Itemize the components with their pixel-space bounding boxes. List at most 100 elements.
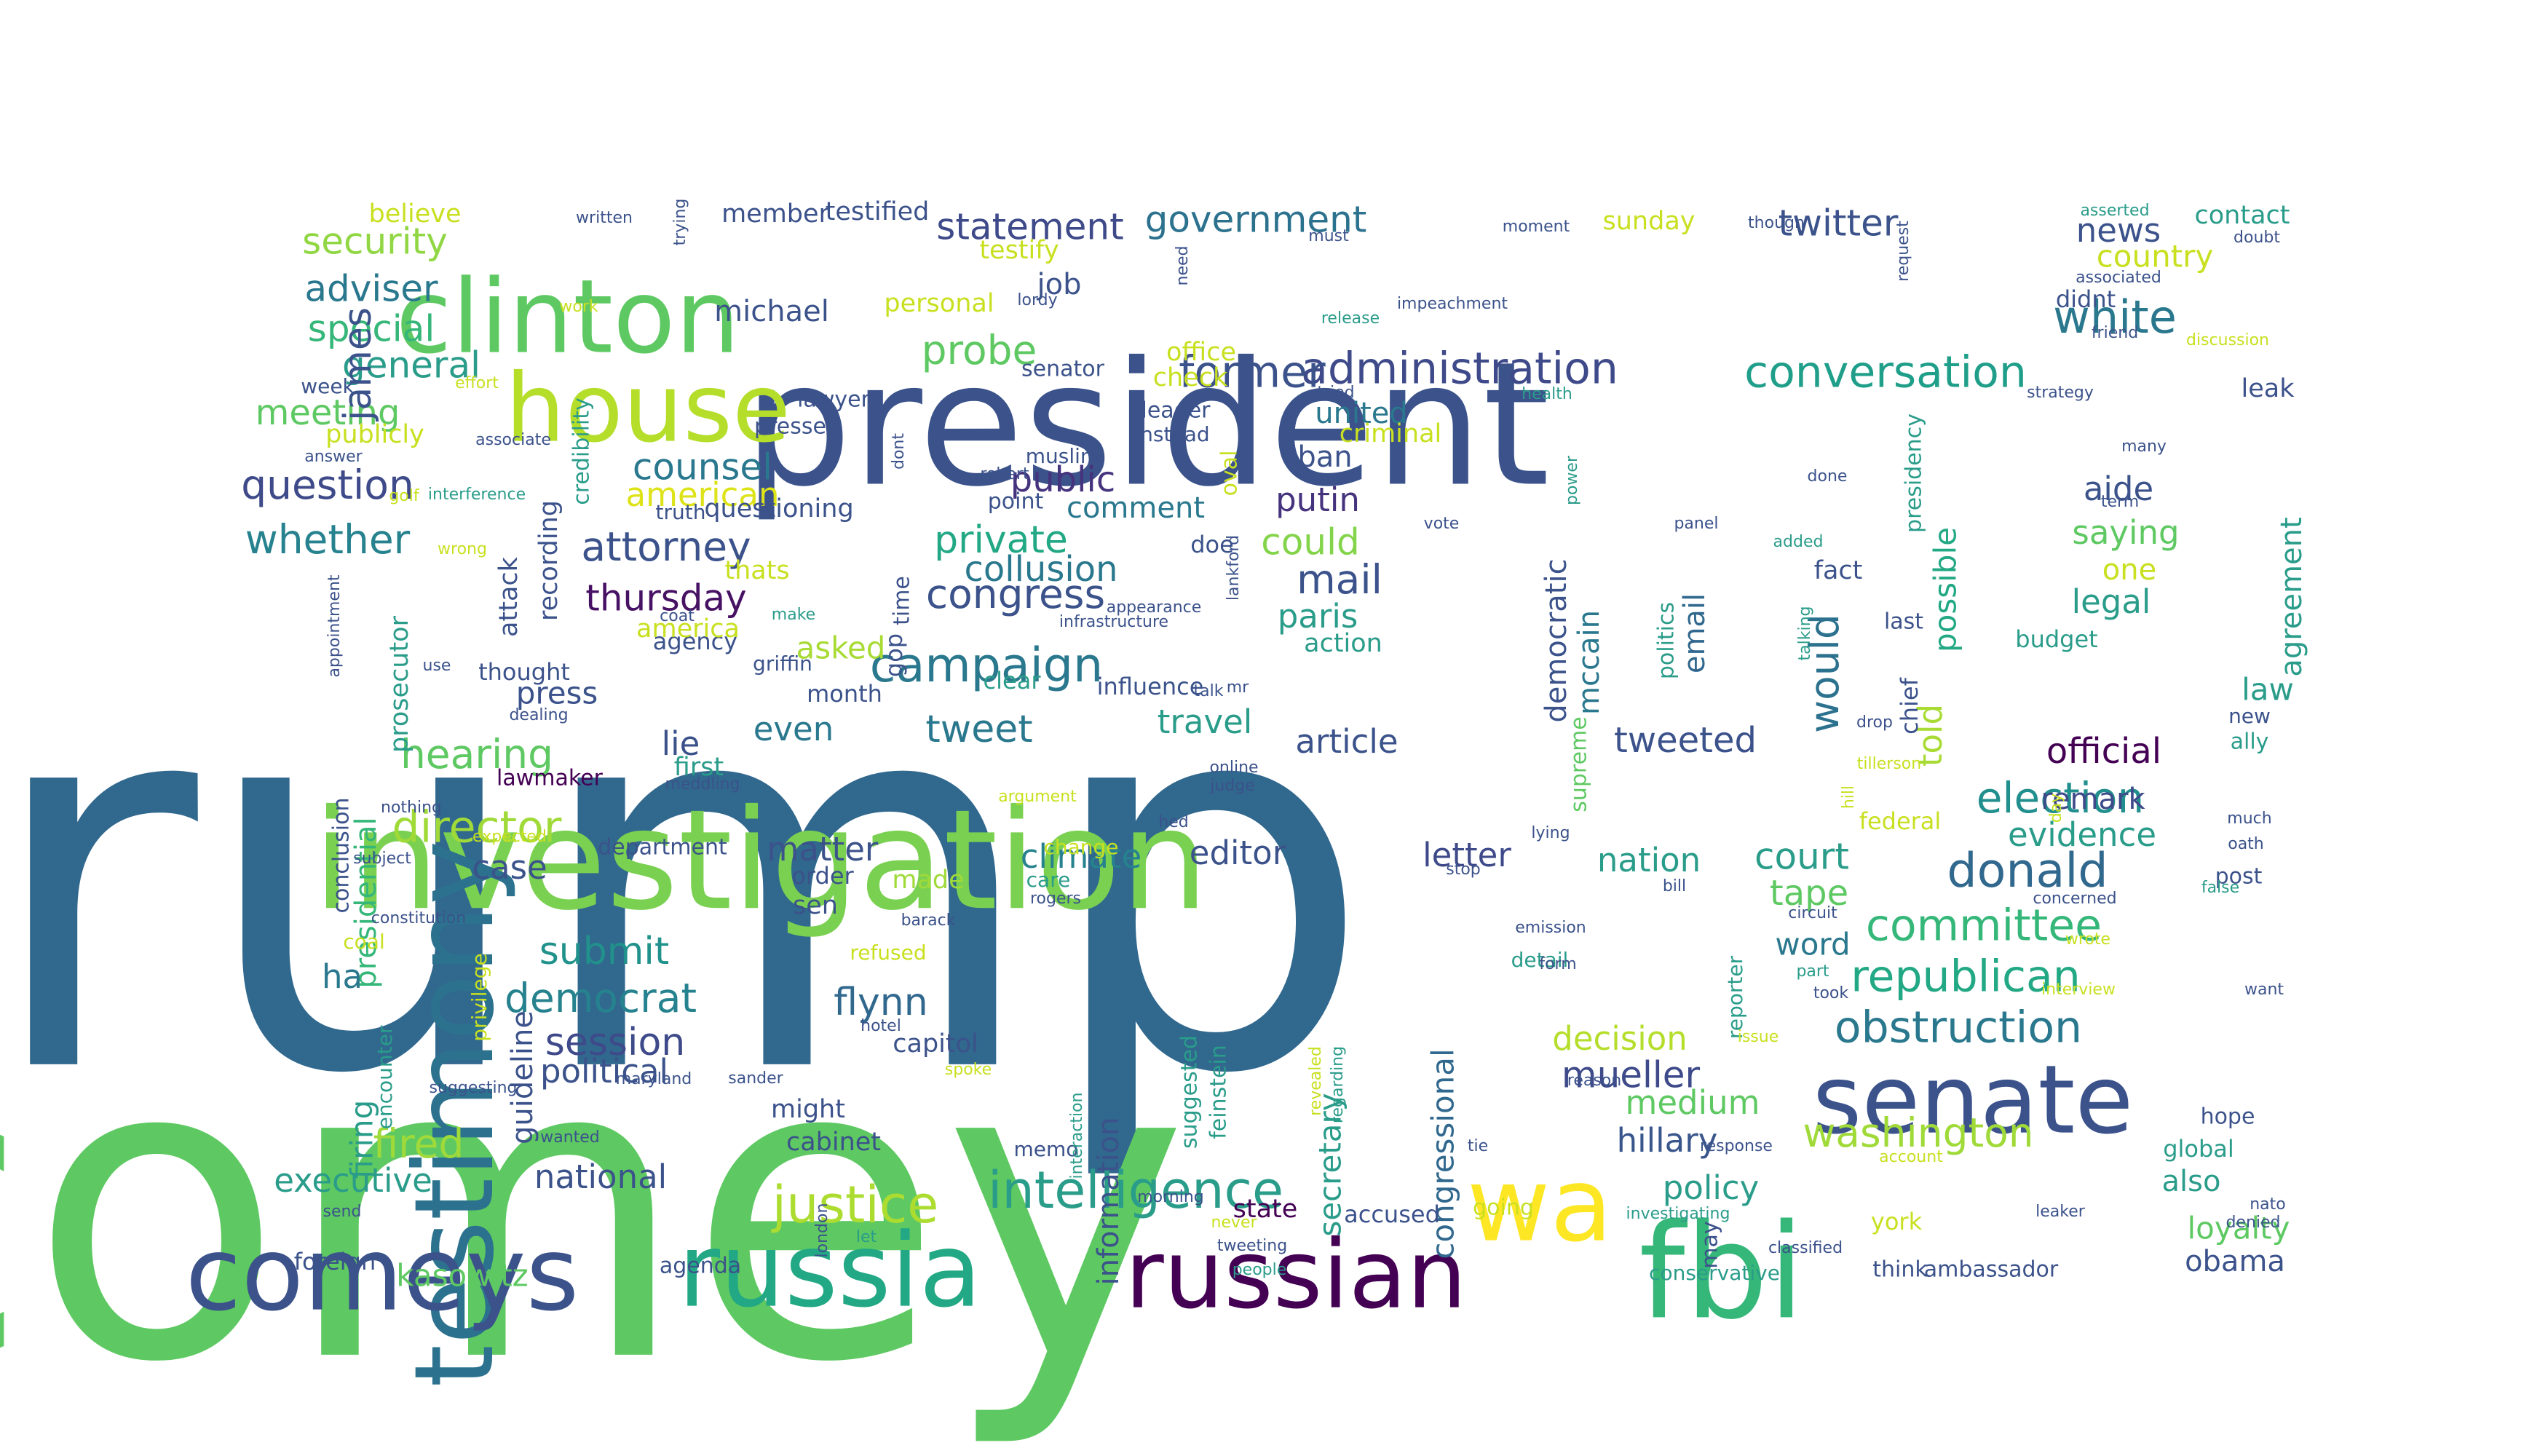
cloud-word-circuit: circuit	[1788, 904, 1837, 922]
cloud-word-job: job	[1037, 268, 1082, 301]
cloud-word-thats: thats	[724, 556, 789, 585]
cloud-word-leak: leak	[2242, 374, 2295, 403]
cloud-word-presidential: presidential	[349, 817, 383, 988]
cloud-word-issue: issue	[1738, 1028, 1779, 1046]
cloud-word-barack: barack	[901, 911, 956, 930]
cloud-word-ambassador: ambassador	[1924, 1257, 2059, 1283]
cloud-word-york: york	[1871, 1208, 1923, 1235]
cloud-word-conservative: conservative	[1649, 1261, 1780, 1285]
cloud-word-session: session	[545, 1021, 686, 1064]
cloud-word-instead: instead	[1134, 422, 1209, 446]
cloud-word-people: people	[1233, 1261, 1287, 1279]
cloud-word-constitution: constitution	[371, 909, 466, 927]
cloud-word-department: department	[598, 835, 727, 860]
cloud-word-would: would	[1801, 614, 1848, 733]
cloud-word-climate: climate	[1021, 837, 1142, 876]
cloud-word-care: care	[1026, 868, 1071, 892]
cloud-word-congressional: congressional	[1425, 1048, 1461, 1259]
cloud-word-feinstein: feinstein	[1206, 1045, 1232, 1139]
cloud-word-testify: testify	[979, 236, 1059, 265]
cloud-word-aide: aide	[2084, 470, 2153, 508]
cloud-word-associated: associated	[2076, 269, 2161, 287]
cloud-word-asked: asked	[796, 630, 886, 666]
cloud-word-country: country	[2097, 239, 2214, 274]
cloud-word-robert: robert	[980, 465, 1029, 483]
cloud-word-sander: sander	[728, 1069, 783, 1088]
cloud-word-order: order	[791, 862, 854, 890]
cloud-word-james: james	[336, 307, 380, 422]
cloud-word-contact: contact	[2195, 201, 2290, 230]
cloud-word-secretary: secretary	[1313, 1093, 1348, 1236]
cloud-word-politics: politics	[1654, 602, 1679, 679]
cloud-word-budget: budget	[2015, 625, 2097, 653]
cloud-word-decision: decision	[1552, 1019, 1688, 1058]
cloud-word-vote: vote	[1424, 515, 1460, 533]
cloud-word-never: never	[1211, 1214, 1257, 1232]
cloud-word-justice: justice	[771, 1175, 939, 1235]
cloud-word-remark: remark	[2041, 783, 2145, 816]
cloud-word-editor: editor	[1190, 834, 1286, 872]
cloud-word-effort: effort	[455, 374, 499, 392]
cloud-word-emission: emission	[1515, 919, 1586, 937]
cloud-word-change: change	[1043, 835, 1118, 859]
cloud-word-chief: chief	[1896, 677, 1923, 734]
cloud-word-pressed: pressed	[754, 414, 840, 440]
cloud-word-stop: stop	[1446, 860, 1481, 879]
cloud-word-collusion: collusion	[965, 549, 1118, 590]
cloud-word-leader: leader	[1141, 398, 1211, 424]
cloud-word-statement: statement	[936, 206, 1123, 248]
cloud-word-comeys: comeys	[186, 1216, 579, 1334]
cloud-word-medium: medium	[1626, 1083, 1760, 1122]
cloud-word-reason: reason	[1567, 1072, 1621, 1090]
cloud-word-infrastructure: infrastructure	[1059, 613, 1168, 631]
cloud-word-week: week	[301, 374, 355, 398]
cloud-word-use: use	[423, 657, 451, 675]
cloud-word-last: last	[1884, 609, 1923, 635]
cloud-word-investigation: investigation	[313, 780, 1208, 941]
cloud-word-ban: ban	[1297, 440, 1352, 474]
cloud-word-make: make	[772, 606, 815, 624]
cloud-word-nation: nation	[1597, 841, 1701, 879]
cloud-word-form: form	[1539, 955, 1576, 973]
cloud-word-democratic: democratic	[1540, 558, 1573, 722]
cloud-word-letter: letter	[1423, 836, 1511, 874]
cloud-word-washington: washington	[1803, 1109, 2033, 1156]
cloud-word-appearance: appearance	[1107, 598, 1202, 617]
cloud-word-presidency: presidency	[1902, 414, 1927, 533]
cloud-word-prosecutor: prosecutor	[385, 615, 414, 753]
cloud-word-morning: morning	[1137, 1188, 1204, 1206]
cloud-word-month: month	[807, 680, 882, 708]
cloud-word-whether: whether	[245, 516, 411, 563]
cloud-word-took: took	[1813, 984, 1849, 1002]
cloud-word-democrat: democrat	[505, 975, 697, 1021]
cloud-word-loyalty: loyalty	[2188, 1211, 2290, 1246]
cloud-word-clinton: clinton	[396, 258, 740, 377]
cloud-word-golf: golf	[389, 487, 420, 505]
cloud-word-personal: personal	[884, 289, 994, 318]
cloud-word-hill: hill	[1840, 786, 1858, 809]
cloud-word-white: white	[2053, 290, 2177, 344]
cloud-word-administration: administration	[1301, 344, 1618, 395]
cloud-word-believe: believe	[369, 199, 462, 229]
cloud-word-foreign: foreign	[294, 1248, 376, 1275]
cloud-word-security: security	[302, 221, 448, 263]
cloud-word-press: press	[516, 676, 598, 711]
cloud-word-suggested: suggested	[1177, 1035, 1203, 1149]
cloud-word-moment: moment	[1503, 218, 1570, 236]
cloud-word-impeachment: impeachment	[1397, 295, 1508, 313]
cloud-word-president: president	[743, 325, 1550, 524]
cloud-word-concerned: concerned	[2033, 890, 2116, 908]
cloud-word-account: account	[1879, 1148, 1943, 1166]
cloud-word-dont: dont	[890, 433, 908, 470]
cloud-word-senator: senator	[1021, 357, 1105, 382]
cloud-word-even: even	[753, 710, 834, 748]
cloud-word-credibility: credibility	[569, 397, 595, 505]
cloud-word-director: director	[392, 802, 562, 853]
cloud-word-lawyer: lawyer	[797, 387, 870, 413]
cloud-word-legal: legal	[2072, 582, 2151, 621]
cloud-word-appointment: appointment	[325, 574, 344, 677]
cloud-word-though: though	[1748, 214, 1805, 232]
cloud-word-article: article	[1295, 722, 1398, 761]
cloud-word-question: question	[241, 462, 414, 508]
cloud-word-detail: detail	[1511, 948, 1569, 972]
